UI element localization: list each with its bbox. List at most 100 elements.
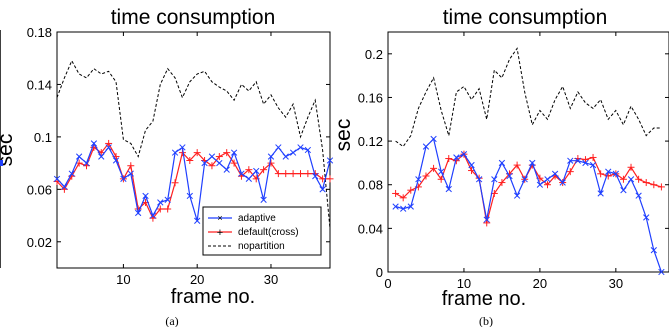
data-point-default-cross — [245, 166, 253, 174]
ytick-label: 0.14 — [27, 77, 52, 92]
data-point-adaptive — [460, 151, 468, 158]
xtick-label: 10 — [457, 276, 471, 291]
data-point-adaptive — [521, 176, 528, 183]
data-point-adaptive — [230, 149, 238, 156]
chart-b-caption: (b) — [479, 314, 493, 327]
data-point-adaptive — [400, 205, 407, 212]
data-point-adaptive — [90, 140, 98, 147]
xtick-label: 30 — [264, 272, 278, 287]
data-point-adaptive — [120, 175, 127, 182]
legend-box — [202, 206, 322, 256]
data-point-adaptive — [253, 167, 260, 175]
chart-a-ylabel: sec — [0, 134, 17, 167]
data-point-adaptive — [635, 192, 642, 199]
data-point-adaptive — [438, 168, 445, 175]
chart-b-title: time consumption — [443, 6, 608, 29]
data-point-default-cross — [186, 156, 194, 164]
data-point-adaptive — [238, 170, 245, 177]
data-point-default-cross — [282, 170, 290, 178]
data-point-default-cross — [445, 155, 453, 163]
data-point-default-cross — [230, 159, 238, 167]
data-point-default-cross — [289, 170, 297, 178]
data-point-adaptive — [559, 179, 566, 186]
chart-b: time consumption frame no. sec (b) 0 0.04… — [332, 6, 669, 327]
ytick-label: 0.04 — [358, 221, 383, 236]
data-point-adaptive — [475, 176, 483, 183]
data-point-default-cross — [223, 149, 231, 157]
data-point-default-cross — [597, 170, 605, 178]
data-point-adaptive — [105, 144, 112, 151]
data-point-default-cross — [543, 181, 551, 189]
data-point-default-cross — [437, 175, 445, 183]
data-point-adaptive — [491, 176, 498, 183]
data-point-adaptive — [61, 183, 68, 190]
data-point-default-cross — [127, 162, 135, 170]
data-point-adaptive — [297, 144, 304, 151]
data-point-adaptive — [304, 146, 312, 154]
data-point-adaptive — [422, 143, 430, 150]
data-point-adaptive — [319, 186, 326, 193]
data-point-adaptive — [312, 173, 319, 180]
data-point-adaptive — [627, 176, 635, 183]
data-point-adaptive — [574, 157, 582, 164]
data-point-adaptive — [216, 159, 223, 167]
chart-a-xlabel: frame no. — [171, 286, 255, 308]
data-point-adaptive — [430, 135, 437, 143]
data-point-adaptive — [605, 168, 612, 175]
ytick-label: 0 — [376, 265, 383, 280]
legend-label-nopartition: nopartition — [238, 241, 285, 252]
left-panel-fragment — [0, 30, 3, 268]
data-point-default-cross — [627, 163, 635, 171]
data-point-adaptive — [582, 159, 589, 167]
data-point-adaptive — [620, 187, 627, 194]
data-point-adaptive — [149, 212, 157, 219]
data-point-default-cross — [513, 161, 521, 169]
xtick-label: 0 — [384, 276, 391, 291]
data-point-adaptive — [98, 153, 105, 160]
data-point-adaptive — [551, 170, 559, 177]
data-point-default-cross — [566, 168, 574, 176]
data-point-default-cross — [635, 175, 643, 183]
data-point-adaptive — [53, 175, 61, 182]
data-point-adaptive — [392, 203, 399, 210]
chart-b-xlabel: frame no. — [442, 288, 526, 310]
data-point-adaptive — [650, 247, 657, 254]
ytick-label: 0.02 — [27, 235, 52, 250]
data-point-adaptive — [112, 157, 120, 164]
data-point-adaptive — [186, 192, 193, 200]
ytick-label: 0.08 — [358, 178, 383, 193]
data-point-adaptive — [179, 144, 186, 151]
data-point-default-cross — [589, 153, 597, 161]
data-point-adaptive — [506, 172, 513, 180]
data-point-adaptive — [536, 181, 544, 188]
data-point-adaptive — [589, 161, 597, 169]
data-point-adaptive — [135, 209, 142, 217]
data-point-default-cross — [619, 175, 627, 183]
series-line-nopartition — [56, 59, 331, 229]
data-point-adaptive — [127, 170, 134, 177]
data-point-adaptive — [201, 159, 208, 167]
data-point-adaptive — [223, 166, 230, 173]
data-point-default-cross — [407, 186, 415, 194]
data-point-default-cross — [422, 172, 430, 180]
data-point-default-cross — [650, 181, 658, 189]
legend-marker-adaptive: × — [217, 213, 222, 223]
data-point-default-cross — [498, 179, 506, 187]
data-point-adaptive — [658, 268, 665, 276]
ytick-label: 0.16 — [358, 90, 383, 105]
data-point-adaptive — [194, 217, 201, 224]
data-point-adaptive — [208, 153, 216, 160]
data-point-adaptive — [164, 196, 171, 203]
data-point-adaptive — [529, 159, 536, 167]
chart-a: time consumption frame no. sec (a) 0.02 0… — [0, 6, 334, 327]
data-point-default-cross — [193, 149, 201, 157]
data-point-adaptive — [275, 144, 282, 151]
data-point-default-cross — [430, 164, 438, 172]
data-point-adaptive — [260, 196, 267, 203]
legend-label-default: default(cross) — [238, 227, 299, 238]
data-point-adaptive — [498, 159, 506, 167]
data-point-adaptive — [142, 192, 149, 200]
ytick-label: 0.1 — [34, 130, 52, 145]
data-point-default-cross — [156, 205, 164, 213]
